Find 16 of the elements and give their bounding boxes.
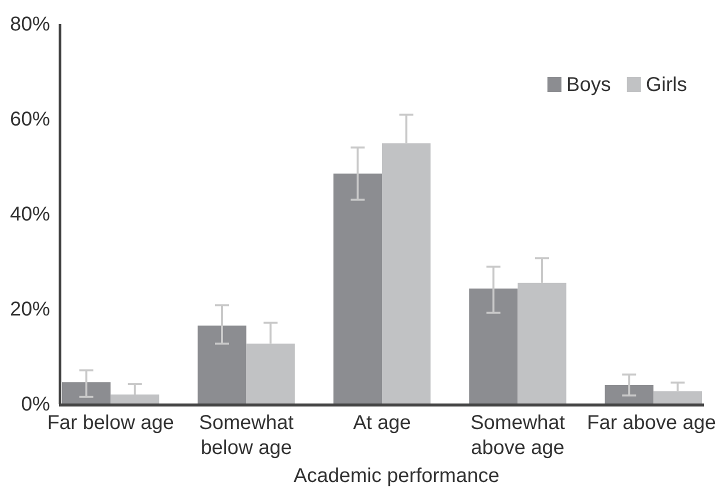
x-tick-label: Somewhat above age (470, 412, 566, 459)
y-tick-label: 40% (10, 203, 50, 226)
x-tick-label: At age (353, 412, 411, 434)
x-tick-label: Far above age (587, 412, 716, 434)
bar (469, 288, 518, 404)
legend-label: Boys (566, 74, 611, 96)
bar (333, 174, 382, 404)
x-axis-title: Academic performance (294, 465, 500, 487)
legend-label: Girls (646, 74, 687, 96)
x-tick-label: Somewhat below age (199, 412, 294, 459)
y-tick-label: 20% (10, 298, 50, 320)
bar (198, 326, 246, 404)
bar (604, 385, 654, 404)
y-tick-label: 60% (10, 108, 50, 130)
bar (62, 382, 111, 404)
y-tick-label: 80% (10, 13, 50, 36)
